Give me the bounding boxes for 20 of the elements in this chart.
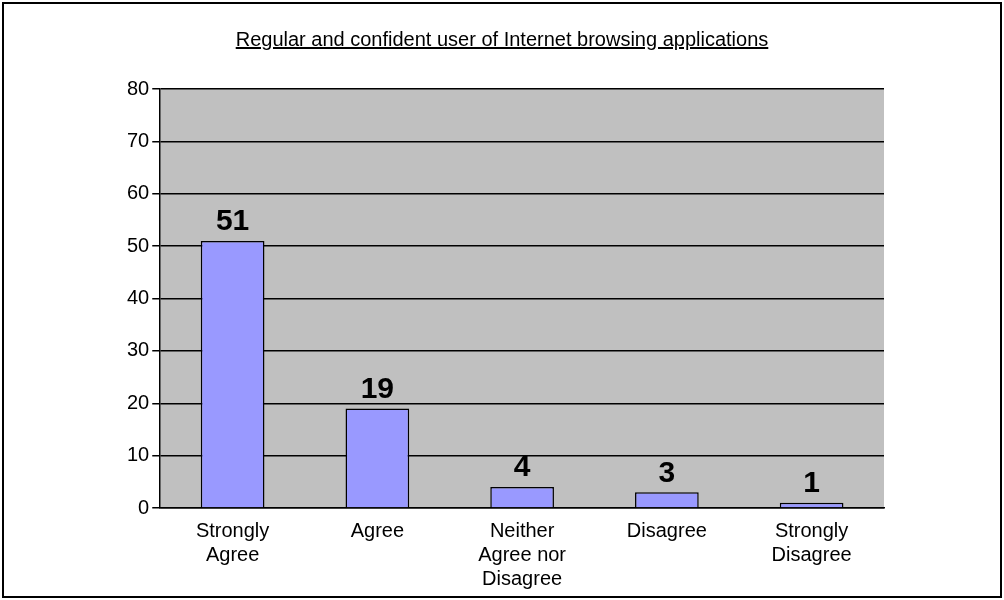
x-tick-label: Strongly Disagree <box>771 518 852 565</box>
y-tick-label: 60 <box>127 181 150 204</box>
x-tick-label: Neither Agree nor Disagree <box>478 518 567 589</box>
data-label: 51 <box>215 203 250 237</box>
data-label: 1 <box>803 465 820 499</box>
y-tick-label: 70 <box>127 128 150 151</box>
data-label: 3 <box>658 454 676 488</box>
y-tick-label: 20 <box>127 390 150 413</box>
x-tick-label: Strongly Agree <box>195 518 270 565</box>
y-tick-label: 0 <box>138 495 150 518</box>
y-tick-label: 40 <box>127 286 150 309</box>
data-label: 19 <box>360 370 395 404</box>
y-tick-label: 10 <box>127 443 150 466</box>
y-tick-label: 80 <box>127 76 150 99</box>
x-tick-label: Disagree <box>626 518 707 541</box>
y-tick-label: 30 <box>127 338 150 361</box>
x-tick-label: Agree <box>350 518 405 541</box>
chart-title: Regular and confident user of Internet browsing applications <box>234 28 770 51</box>
y-tick-label: 50 <box>127 233 150 256</box>
data-label: 4 <box>513 449 531 483</box>
